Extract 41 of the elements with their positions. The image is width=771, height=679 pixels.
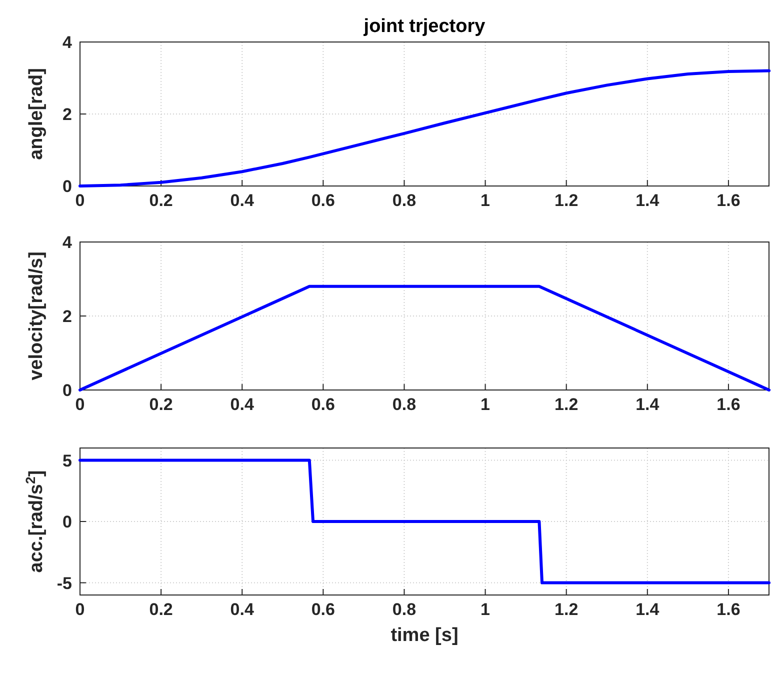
x-tick-label: 0.2 (149, 600, 173, 619)
x-tick-label: 0.6 (311, 395, 335, 414)
x-tick-label: 0.6 (311, 191, 335, 210)
y-tick-label: 5 (62, 451, 72, 470)
x-tick-label: 0 (75, 191, 85, 210)
y-axis-title: angle[rad] (26, 68, 47, 160)
x-tick-label: 0 (75, 395, 85, 414)
x-tick-label: 1.2 (554, 395, 578, 414)
y-tick-label: 4 (62, 33, 73, 52)
y-tick-label: 2 (62, 307, 72, 326)
x-tick-label: 1 (480, 600, 490, 619)
x-tick-label: 1.6 (716, 395, 740, 414)
chart-title: joint trjectory (362, 16, 486, 37)
y-tick-label: 4 (62, 233, 73, 252)
x-tick-label: 0.6 (311, 600, 335, 619)
y-tick-label: 0 (62, 177, 72, 196)
x-tick-label: 0.2 (149, 191, 173, 210)
x-tick-label: 1.2 (554, 600, 578, 619)
y-tick-label: -5 (56, 574, 72, 593)
x-tick-label: 1.4 (636, 395, 660, 414)
y-tick-label: 0 (62, 512, 72, 532)
x-tick-label: 1.6 (716, 600, 740, 619)
x-axis-title: time [s] (390, 625, 458, 646)
x-tick-label: 0.4 (230, 600, 254, 619)
x-tick-label: 0.8 (392, 191, 416, 210)
x-tick-label: 1.6 (716, 191, 740, 210)
line-series (78, 69, 770, 188)
y-tick-label: 2 (62, 105, 72, 124)
x-tick-label: 1.4 (636, 191, 660, 210)
x-tick-label: 0.2 (149, 395, 173, 414)
x-tick-label: 1 (480, 191, 490, 210)
x-tick-label: 1.4 (636, 600, 660, 619)
x-tick-label: 1 (480, 395, 490, 414)
x-tick-label: 0.8 (392, 600, 416, 619)
x-tick-label: 1.2 (554, 191, 578, 210)
y-tick-label: 0 (62, 381, 72, 400)
x-tick-label: 0 (75, 600, 85, 619)
x-tick-label: 0.8 (392, 395, 416, 414)
x-tick-label: 0.4 (230, 191, 254, 210)
y-axis-title: velocity[rad/s] (26, 252, 47, 380)
x-tick-label: 0.4 (230, 395, 254, 414)
